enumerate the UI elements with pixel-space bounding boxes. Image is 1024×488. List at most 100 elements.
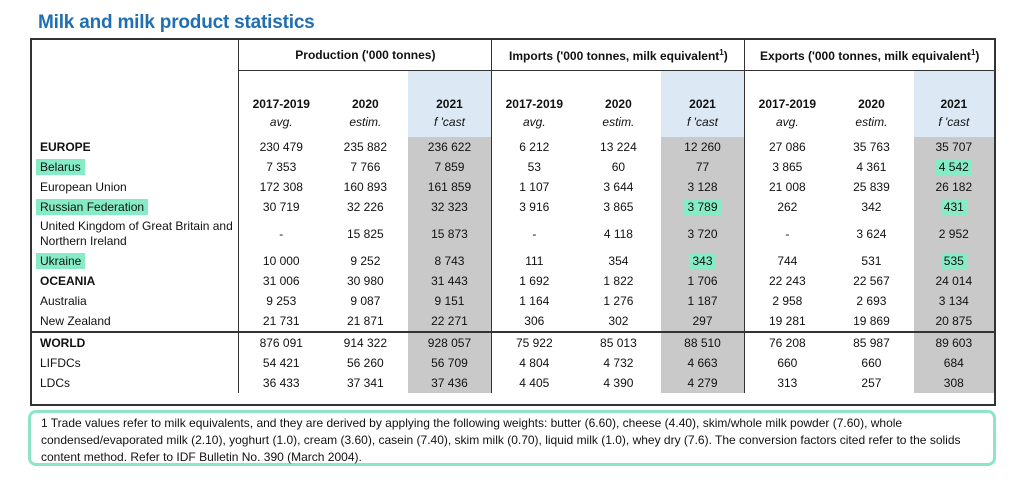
cell-value: 342	[861, 200, 882, 214]
row-label-text: WORLD	[40, 336, 86, 350]
table-cell: 19 869	[829, 311, 913, 332]
table-cell: 21 871	[323, 311, 407, 332]
table-cell: 535	[913, 251, 994, 271]
cell-value: 20 875	[935, 314, 973, 328]
group-header-label: Production ('000 tonnes)	[295, 48, 436, 62]
cell-value: 53	[527, 160, 541, 174]
row-label-header-3	[32, 115, 240, 137]
cell-value: 111	[525, 254, 544, 268]
table-cell: 21 731	[238, 311, 324, 332]
cell-value: 89 603	[935, 336, 973, 350]
row-label-text: European Union	[40, 180, 127, 194]
period-subheader: f 'cast	[407, 115, 492, 137]
table-cell: 6 212	[491, 137, 577, 157]
table-cell: 77	[660, 157, 745, 177]
table-cell: 32 226	[323, 197, 407, 217]
period-subheader: f 'cast	[913, 115, 994, 137]
table-row: LIFDCs 54 421 56 260 56 709 4 804 4 732 4 663 6…	[32, 353, 994, 373]
table-cell: 21 008	[744, 177, 830, 197]
table-cell: 9 253	[238, 291, 324, 311]
table-cell: 2 952	[913, 217, 994, 251]
footnote-ref: 1	[719, 47, 724, 57]
cell-value: 85 013	[600, 336, 637, 350]
table-cell: 308	[913, 373, 994, 393]
row-label: New Zealand	[32, 311, 240, 332]
cell-value: 4 279	[687, 376, 718, 390]
cell-value: 297	[692, 314, 713, 328]
cell-value: 30 719	[262, 200, 300, 214]
highlighted-label: Russian Federation	[36, 199, 149, 215]
table-cell: 85 987	[829, 331, 914, 353]
row-label-text: New Zealand	[40, 314, 111, 328]
table-cell: -	[238, 217, 324, 251]
cell-value: 1 164	[519, 294, 550, 308]
table-cell: -	[744, 217, 830, 251]
row-label: Russian Federation	[32, 197, 240, 217]
table-cell: 1 692	[491, 271, 577, 291]
cell-value: 1 692	[519, 274, 550, 288]
period-header: 2021	[913, 70, 994, 115]
cell-value: 19 281	[768, 314, 806, 328]
cell-value: 2 958	[772, 294, 803, 308]
cell-value: 7 766	[350, 160, 381, 174]
cell-value: 8 743	[434, 254, 465, 268]
cell-value: 3 644	[603, 180, 634, 194]
cell-value: 21 731	[262, 314, 300, 328]
period-subheader: estim.	[349, 115, 382, 129]
table-cell: 876 091	[238, 331, 324, 353]
row-label: Australia	[32, 291, 240, 311]
table-cell: 306	[491, 311, 577, 332]
cell-value: 4 405	[519, 376, 550, 390]
cell-value: 60	[611, 160, 626, 174]
table-cell: 53	[491, 157, 577, 177]
cell-value: -	[785, 227, 790, 241]
table-cell: 431	[913, 197, 994, 217]
table-cell: 30 719	[238, 197, 324, 217]
group-header-0: Production ('000 tonnes)	[238, 40, 492, 71]
table-cell: 1 164	[491, 291, 577, 311]
cell-value: 15 873	[431, 227, 468, 241]
row-label: LIFDCs	[32, 353, 240, 373]
table-cell: 56 260	[323, 353, 407, 373]
table-cell: 31 006	[238, 271, 324, 291]
table-cell: 1 187	[660, 291, 745, 311]
row-label-text: LDCs	[40, 376, 71, 390]
cell-value: 88 510	[684, 336, 721, 350]
period-header: 2017-2019	[744, 70, 830, 115]
cell-value: 27 086	[768, 140, 806, 154]
cell-value: 914 322	[343, 336, 388, 350]
table-cell: 85 013	[576, 331, 661, 353]
period-header: 2017-2019	[238, 70, 324, 115]
row-label-text: OCEANIA	[40, 274, 96, 288]
cell-value: 7 353	[266, 160, 297, 174]
cell-value: -	[532, 227, 537, 241]
page-title: Milk and milk product statistics	[38, 12, 315, 33]
cell-value: 1 706	[687, 274, 718, 288]
group-header-close: )	[975, 48, 980, 63]
row-label: Ukraine	[32, 251, 240, 271]
cell-value: 9 252	[350, 254, 381, 268]
table-cell: 13 224	[576, 137, 660, 157]
table-cell: 257	[829, 373, 913, 393]
table-cell: 75 922	[491, 331, 577, 353]
table-row: WORLD 876 091 914 322 928 057 75 922 85 013 88…	[32, 331, 994, 353]
cell-value: 9 151	[434, 294, 465, 308]
cell-value: 4 804	[519, 356, 550, 370]
table-cell: 88 510	[660, 331, 745, 353]
cell-value: 7 859	[434, 160, 465, 174]
cell-value: 13 224	[600, 140, 637, 154]
table-cell: 1 276	[576, 291, 660, 311]
table-cell: 4 361	[829, 157, 913, 177]
cell-value: 744	[777, 254, 798, 268]
table-cell: 531	[829, 251, 913, 271]
table-cell: 914 322	[323, 331, 408, 353]
cell-value: 161 859	[427, 180, 472, 194]
table-row: United Kingdom of Great Britain and Nort…	[32, 217, 994, 251]
table-cell: 1 107	[491, 177, 577, 197]
table-cell: 2 693	[829, 291, 913, 311]
group-header-2: Exports ('000 tonnes, milk equivalent1)	[744, 40, 994, 71]
cell-value: 6 212	[519, 140, 550, 154]
table-cell: 9 151	[407, 291, 492, 311]
cell-value: 308	[943, 376, 964, 390]
period-subheader: avg.	[744, 115, 830, 137]
